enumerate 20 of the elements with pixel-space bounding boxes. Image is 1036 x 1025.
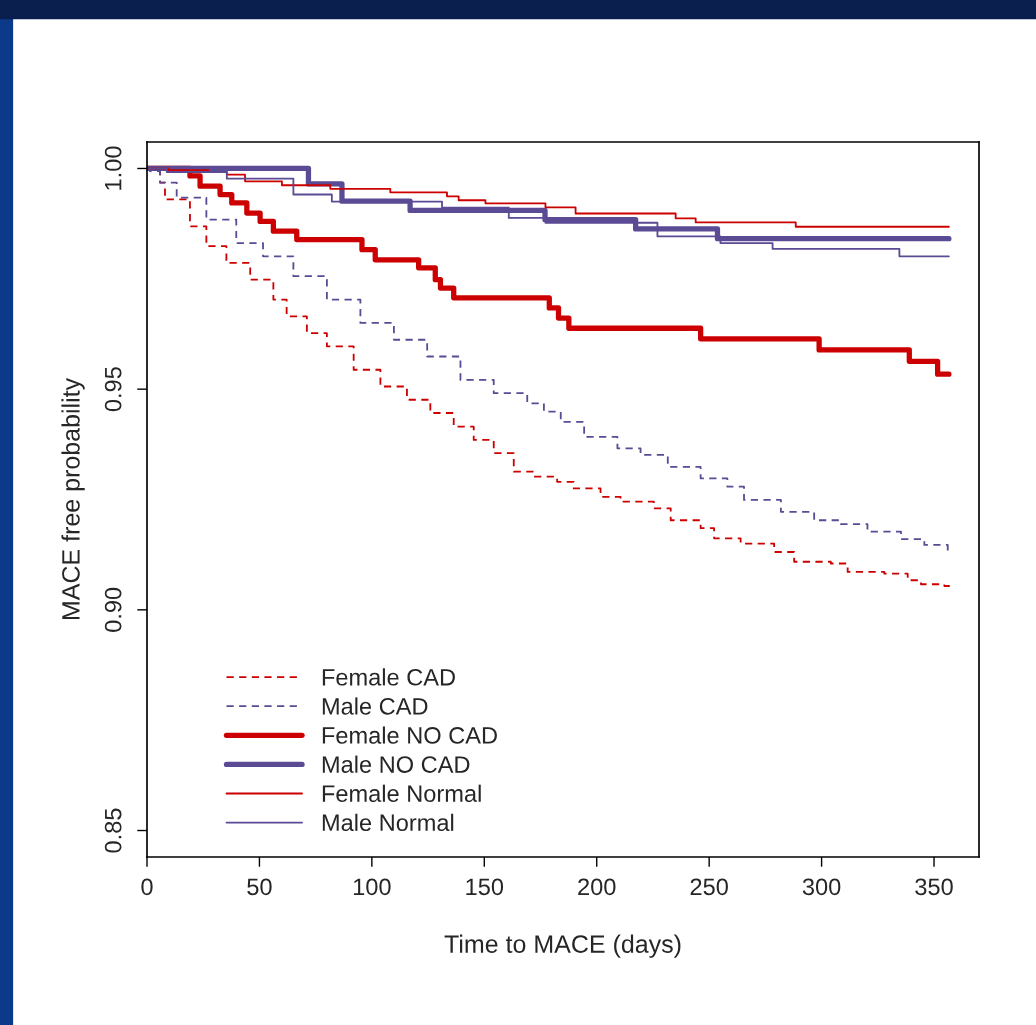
y-tick-label: 0.90: [104, 587, 122, 632]
x-tick-label: 50: [247, 878, 272, 896]
legend-label: Female NO CAD: [322, 726, 497, 744]
x-tick-label: 250: [690, 878, 728, 896]
y-axis-title: MACE free probability: [61, 377, 85, 620]
legend-label: Female Normal: [322, 784, 481, 802]
y-tick-label: 0.85: [104, 808, 122, 853]
legend-label: Male NO CAD: [322, 755, 470, 773]
y-tick-label: 1.00: [104, 146, 122, 190]
y-tick-label: 0.95: [104, 367, 122, 412]
x-tick-label: 350: [915, 878, 953, 896]
x-axis-title: Time to MACE (days): [444, 934, 681, 958]
x-tick-label: 0: [141, 878, 153, 896]
x-tick-label: 100: [353, 878, 391, 896]
x-tick-label: 200: [578, 878, 616, 896]
legend-label: Female CAD: [322, 668, 455, 686]
legend-label: Male Normal: [322, 813, 454, 832]
x-tick-label: 150: [466, 878, 504, 896]
legend-label: Male CAD: [322, 697, 428, 715]
x-tick-label: 300: [802, 878, 841, 896]
